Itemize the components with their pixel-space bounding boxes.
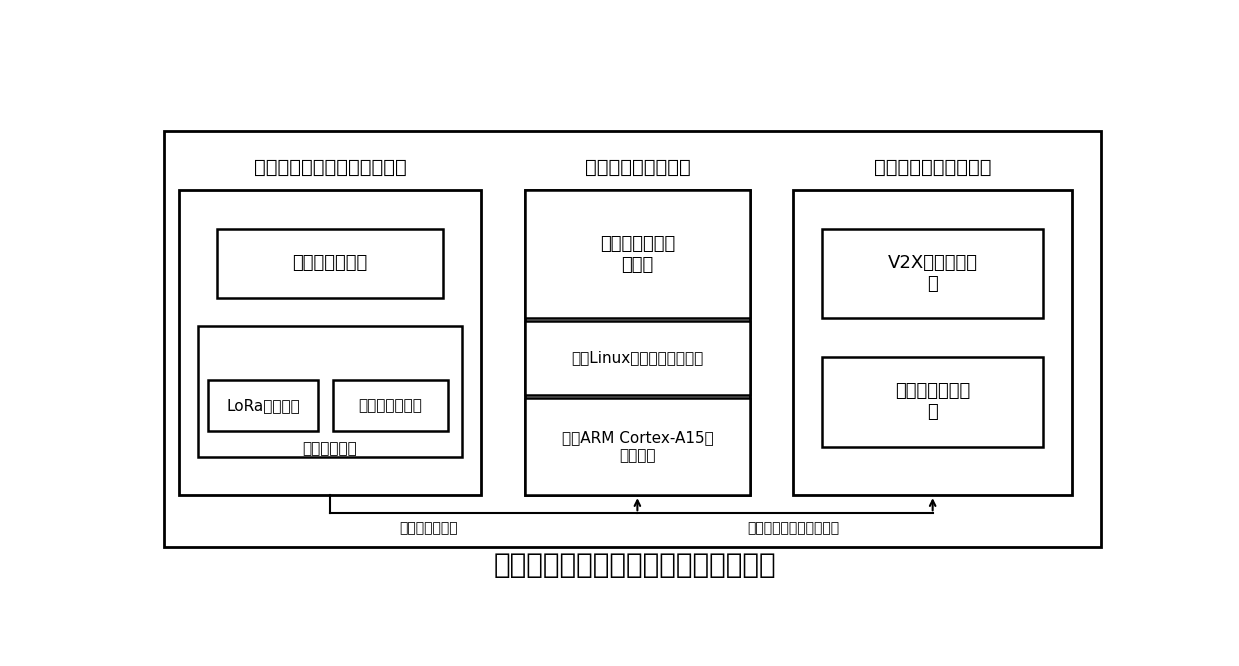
- Text: 基于Linux的轻量级操作系统: 基于Linux的轻量级操作系统: [571, 350, 704, 366]
- Text: LoRa通信模块: LoRa通信模块: [225, 398, 300, 413]
- Bar: [178, 190, 481, 496]
- Text: 采集的数据信息: 采集的数据信息: [399, 521, 458, 535]
- Bar: [208, 380, 318, 431]
- Text: 多源道路传感器数据采集模块: 多源道路传感器数据采集模块: [254, 158, 406, 176]
- Text: V2X信息发布模
组: V2X信息发布模 组: [887, 254, 978, 293]
- Bar: [524, 321, 751, 396]
- Bar: [793, 190, 1072, 496]
- Bar: [217, 228, 444, 298]
- Text: 驾驶安全信息发布模块: 驾驶安全信息发布模块: [873, 158, 991, 176]
- Bar: [524, 190, 751, 496]
- Text: 得到的驾驶安全辅助信息: 得到的驾驶安全辅助信息: [747, 521, 840, 535]
- Text: 物联网通信协议: 物联网通信协议: [292, 254, 368, 272]
- Text: 驾驶安全评估算
法策略: 驾驶安全评估算 法策略: [600, 235, 675, 274]
- Bar: [332, 380, 447, 431]
- Bar: [524, 398, 751, 496]
- Text: 基于ARM Cortex-A15的
计算平台: 基于ARM Cortex-A15的 计算平台: [561, 430, 714, 463]
- Text: 通信硬件设备: 通信硬件设备: [302, 442, 358, 457]
- Text: 运营商通信模块: 运营商通信模块: [358, 398, 422, 413]
- Bar: [823, 228, 1043, 318]
- Text: 计算及数据分析模块: 计算及数据分析模块: [585, 158, 690, 176]
- Bar: [198, 326, 462, 457]
- Bar: [524, 190, 751, 318]
- Bar: [165, 131, 1100, 547]
- Text: 一种基于多源道路感知的智能路侧系统: 一种基于多源道路感知的智能路侧系统: [493, 551, 777, 579]
- Text: 数显信息发布模
组: 数显信息发布模 组: [895, 382, 970, 421]
- Bar: [823, 357, 1043, 447]
